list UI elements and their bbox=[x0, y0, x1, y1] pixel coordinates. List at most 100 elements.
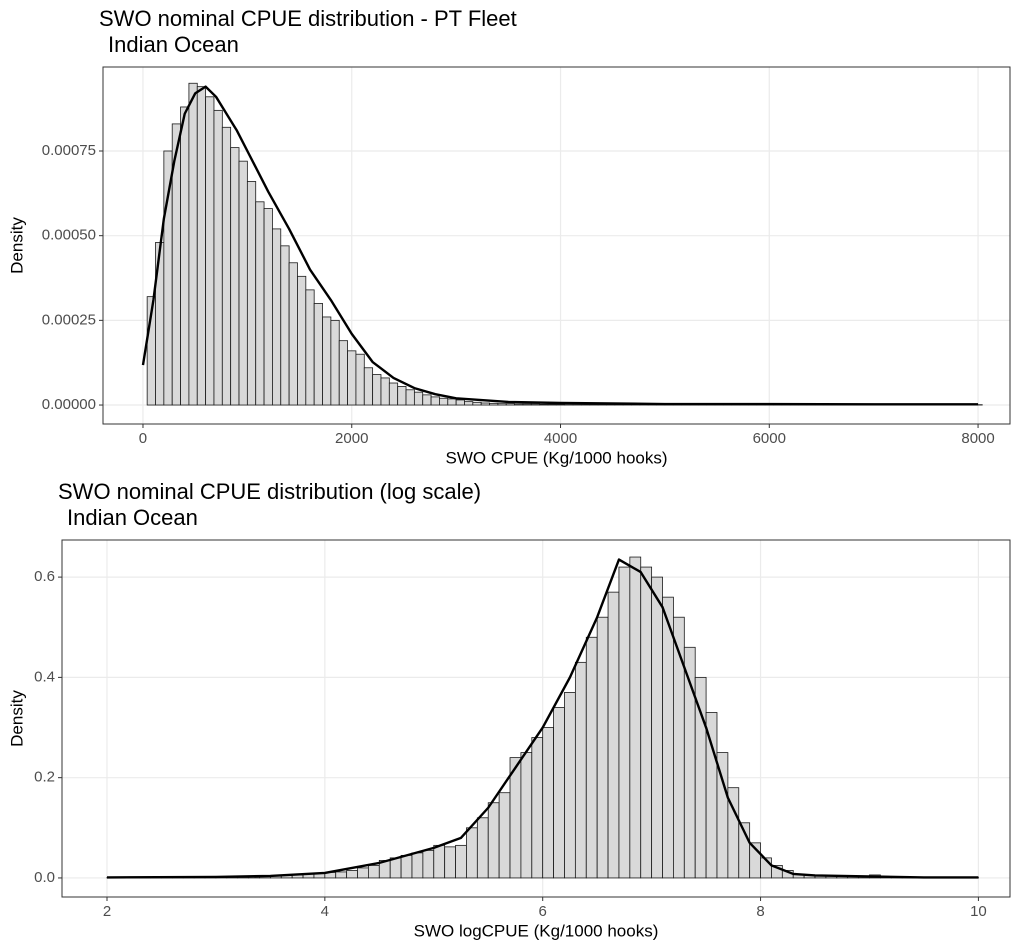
y-tick-label: 0.00050 bbox=[42, 227, 96, 244]
histogram-bar bbox=[487, 802, 500, 879]
histogram-bar bbox=[246, 181, 257, 406]
histogram-bar bbox=[497, 403, 507, 406]
x-tick-label: 8 bbox=[756, 903, 764, 920]
x-tick-label: 8000 bbox=[961, 430, 994, 447]
histogram-bar bbox=[629, 556, 642, 879]
histogram-bar bbox=[447, 398, 457, 406]
histogram-bar bbox=[480, 402, 490, 406]
histogram-bar bbox=[547, 403, 557, 406]
histogram-bar bbox=[553, 707, 565, 879]
histogram-bar bbox=[347, 350, 357, 406]
histogram-bar bbox=[313, 303, 323, 406]
histogram-bar bbox=[505, 403, 515, 406]
histogram-bar bbox=[673, 616, 685, 879]
histogram-bar bbox=[422, 849, 435, 879]
x-axis-label: SWO logCPUE (Kg/1000 hooks) bbox=[414, 921, 659, 940]
histogram-bar bbox=[466, 827, 478, 879]
histogram-bar bbox=[405, 389, 415, 406]
histogram-bar bbox=[574, 661, 587, 879]
chart-subtitle: Indian Ocean bbox=[108, 32, 239, 57]
y-tick-label: 0.00000 bbox=[42, 396, 96, 413]
histogram-bar bbox=[297, 275, 307, 406]
y-axis-label: Density bbox=[7, 690, 26, 747]
histogram-bar bbox=[564, 692, 576, 879]
y-tick-label: 0.00075 bbox=[42, 142, 96, 159]
histogram-bar bbox=[188, 82, 198, 406]
histogram-bar bbox=[397, 386, 407, 406]
histogram-bar bbox=[213, 109, 223, 406]
histogram-bar bbox=[539, 403, 549, 406]
histogram-bar bbox=[355, 353, 365, 406]
histogram-bar bbox=[514, 403, 524, 406]
histogram-bar bbox=[498, 792, 511, 879]
histogram-bar bbox=[455, 844, 467, 879]
histogram-bar bbox=[305, 289, 315, 406]
density-line bbox=[141, 85, 979, 406]
histogram-bar bbox=[472, 401, 482, 406]
chart-title: SWO nominal CPUE distribution - PT Fleet bbox=[99, 6, 517, 31]
histogram-bar bbox=[368, 865, 380, 879]
x-tick-label: 4000 bbox=[544, 430, 577, 447]
histogram-bar bbox=[335, 871, 348, 879]
histogram-bar bbox=[640, 566, 653, 879]
panel-border bbox=[102, 66, 1011, 425]
histogram-bar bbox=[196, 86, 207, 406]
y-tick-label: 0.2 bbox=[34, 769, 55, 786]
histogram-bar bbox=[255, 201, 265, 406]
histogram-bar bbox=[585, 636, 598, 879]
y-tick-label: 0.00025 bbox=[42, 311, 96, 328]
histogram-bar bbox=[363, 367, 374, 406]
x-tick-label: 2000 bbox=[335, 430, 368, 447]
x-tick-label: 2 bbox=[103, 903, 111, 920]
histogram-bar bbox=[509, 757, 522, 879]
histogram-bar bbox=[372, 374, 382, 406]
histogram-bar bbox=[422, 394, 432, 406]
histogram-bar bbox=[322, 316, 332, 406]
histogram-bar bbox=[439, 397, 449, 406]
histogram-bar bbox=[662, 596, 674, 879]
histogram-bar bbox=[272, 228, 282, 406]
histogram-bar bbox=[238, 160, 248, 406]
y-tick-label: 0.4 bbox=[34, 668, 55, 685]
histogram-bar bbox=[346, 870, 358, 879]
histogram-bar bbox=[230, 147, 240, 406]
y-tick-label: 0.0 bbox=[34, 869, 55, 886]
histogram-bar bbox=[400, 854, 413, 879]
histogram-bar bbox=[205, 96, 215, 406]
histogram-bar bbox=[542, 727, 554, 879]
density-line bbox=[106, 558, 979, 879]
histogram-bar bbox=[596, 616, 609, 879]
histogram-bar bbox=[433, 844, 446, 879]
histogram-bar bbox=[180, 106, 190, 406]
y-tick-label: 0.6 bbox=[34, 568, 55, 585]
histogram-bar bbox=[455, 399, 465, 406]
histogram-bar bbox=[694, 676, 707, 879]
histogram-bar bbox=[380, 377, 390, 406]
histogram-bar bbox=[388, 382, 399, 406]
histogram-bar bbox=[221, 126, 232, 406]
chart-title: SWO nominal CPUE distribution (log scale… bbox=[58, 479, 481, 504]
x-tick-label: 6000 bbox=[753, 430, 786, 447]
histogram-bar bbox=[444, 846, 456, 879]
histogram-bar bbox=[413, 391, 424, 406]
histogram-bar bbox=[288, 262, 298, 406]
y-axis-label: Density bbox=[7, 217, 26, 274]
x-tick-label: 6 bbox=[539, 903, 547, 920]
histogram-bar bbox=[280, 245, 290, 406]
x-axis-label: SWO CPUE (Kg/1000 hooks) bbox=[445, 448, 667, 467]
chart-subtitle: Indian Ocean bbox=[67, 505, 198, 530]
histogram-bar bbox=[430, 396, 440, 406]
histogram-bar bbox=[555, 403, 566, 406]
histogram-bar bbox=[705, 712, 718, 879]
histogram-bar bbox=[522, 403, 532, 406]
x-tick-label: 4 bbox=[321, 903, 329, 920]
histogram-bar bbox=[531, 737, 544, 879]
histogram-bar bbox=[338, 340, 348, 406]
x-tick-label: 10 bbox=[970, 903, 987, 920]
x-tick-label: 0 bbox=[139, 430, 147, 447]
panel-border bbox=[61, 539, 1011, 898]
histogram-bar bbox=[489, 402, 499, 406]
histogram-bar bbox=[607, 591, 620, 879]
